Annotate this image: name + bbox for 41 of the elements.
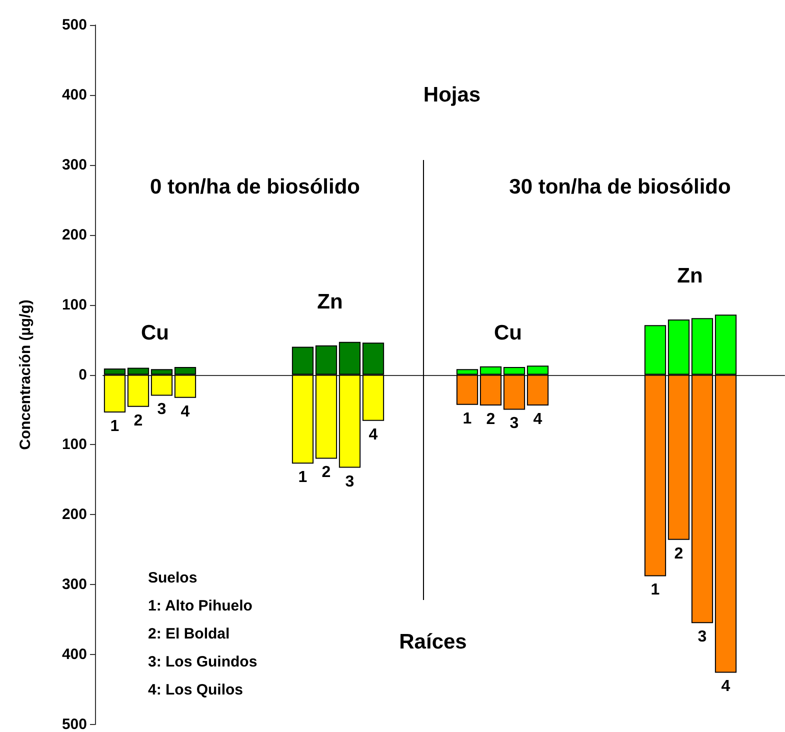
y-tick-label: 500 <box>62 716 87 732</box>
annotation: Raíces <box>399 630 467 654</box>
y-tick-label: 300 <box>62 156 87 174</box>
y-axis-title: Concentración (µg/g) <box>17 300 34 450</box>
x-tick-label: 3 <box>698 628 707 646</box>
annotation: Zn <box>677 264 703 288</box>
annotation: 3: Los Guindos <box>148 654 258 670</box>
x-tick-label: 3 <box>510 415 519 432</box>
annotation: 0 ton/ha de biosólido <box>150 176 360 198</box>
annotation: 30 ton/ha de biosólido <box>509 176 731 198</box>
x-tick-label: 2 <box>134 412 143 430</box>
x-tick-label: 2 <box>322 464 331 482</box>
annotation: Suelos <box>148 570 198 586</box>
x-tick-label: 1 <box>298 469 308 486</box>
x-tick-label: 3 <box>157 401 166 418</box>
annotation: Hojas <box>423 84 481 106</box>
x-tick-label: 1 <box>650 582 660 599</box>
x-tick-label: 3 <box>345 473 354 490</box>
annotation: Zn <box>317 290 343 314</box>
y-tick-label: 200 <box>62 226 87 244</box>
y-tick-label: 100 <box>62 436 87 454</box>
y-tick-label: 500 <box>62 16 87 34</box>
annotation: 4: Los Quilos <box>148 682 244 698</box>
annotation: 2: El Boldal <box>148 626 230 642</box>
x-tick-label: 2 <box>486 411 496 428</box>
y-tick-label: 400 <box>62 646 87 664</box>
y-tick-label: 400 <box>62 86 87 104</box>
annotation: Cu <box>141 322 169 344</box>
x-tick-label: 4 <box>533 411 542 428</box>
x-tick-label: 2 <box>674 545 684 562</box>
x-tick-label: 4 <box>721 678 730 696</box>
x-tick-label: 1 <box>110 418 120 436</box>
annotation: Cu <box>494 322 522 344</box>
x-tick-label: 4 <box>180 403 190 420</box>
y-tick-label: 200 <box>62 506 87 524</box>
x-tick-label: 1 <box>462 410 472 428</box>
annotation: 1: Alto Pihuelo <box>148 598 252 614</box>
x-tick-label: 4 <box>368 426 378 444</box>
y-tick-label: 100 <box>62 296 87 314</box>
y-tick-label: 0 <box>78 366 87 384</box>
y-tick-label: 300 <box>62 576 87 594</box>
